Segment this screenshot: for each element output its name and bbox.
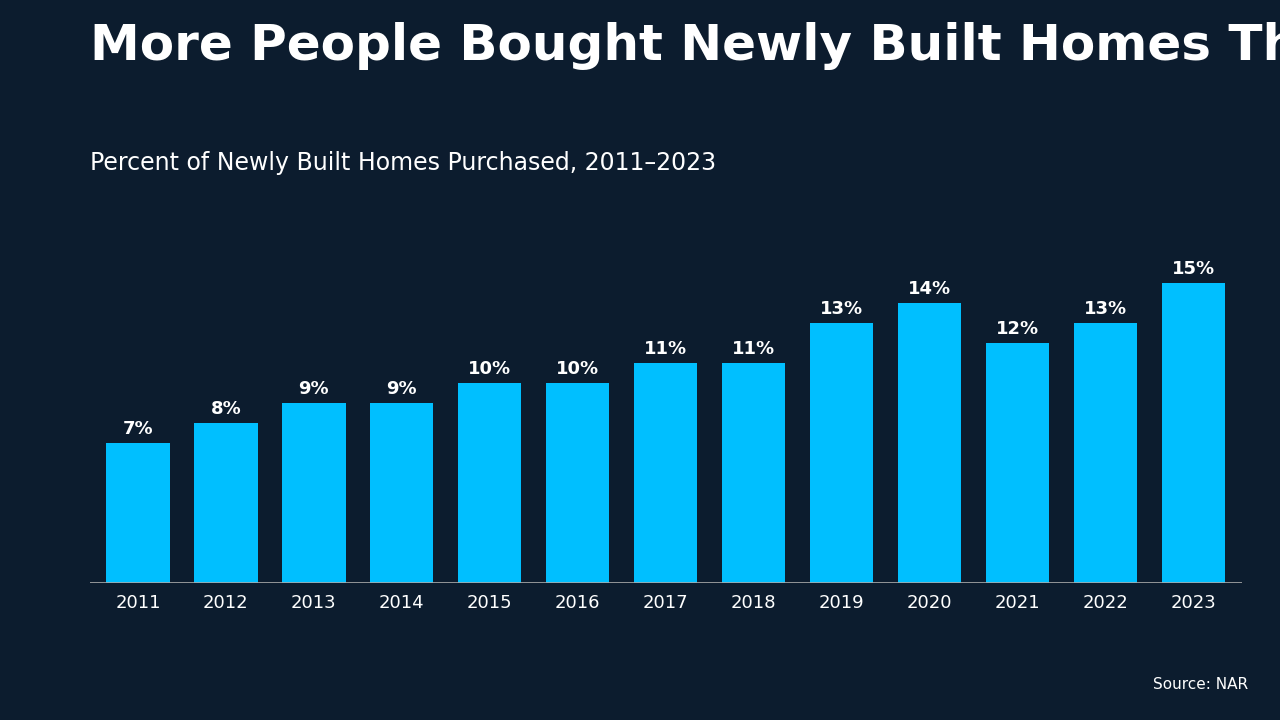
Text: 7%: 7%	[123, 420, 154, 438]
Text: 10%: 10%	[468, 360, 511, 378]
Text: 11%: 11%	[644, 341, 687, 359]
Bar	[634, 363, 698, 583]
Text: 15%: 15%	[1171, 260, 1215, 278]
Bar	[722, 363, 785, 583]
Bar	[810, 323, 873, 583]
Text: 9%: 9%	[387, 380, 417, 398]
Bar	[897, 303, 961, 583]
Bar	[547, 383, 609, 583]
Text: 8%: 8%	[210, 400, 242, 418]
Bar	[195, 423, 257, 583]
Bar	[106, 444, 170, 583]
Text: 14%: 14%	[908, 280, 951, 298]
Bar	[458, 383, 521, 583]
Bar	[986, 343, 1050, 583]
Text: 11%: 11%	[732, 341, 776, 359]
Bar	[282, 403, 346, 583]
Text: 12%: 12%	[996, 320, 1039, 338]
Text: Percent of Newly Built Homes Purchased, 2011–2023: Percent of Newly Built Homes Purchased, …	[90, 151, 716, 175]
Text: More People Bought Newly Built Homes Than Before: More People Bought Newly Built Homes Tha…	[90, 22, 1280, 70]
Bar	[1161, 283, 1225, 583]
Bar	[370, 403, 434, 583]
Text: 13%: 13%	[820, 300, 863, 318]
Text: 9%: 9%	[298, 380, 329, 398]
Bar	[1074, 323, 1137, 583]
Text: 13%: 13%	[1084, 300, 1126, 318]
Text: 10%: 10%	[556, 360, 599, 378]
Text: Source: NAR: Source: NAR	[1153, 677, 1248, 692]
